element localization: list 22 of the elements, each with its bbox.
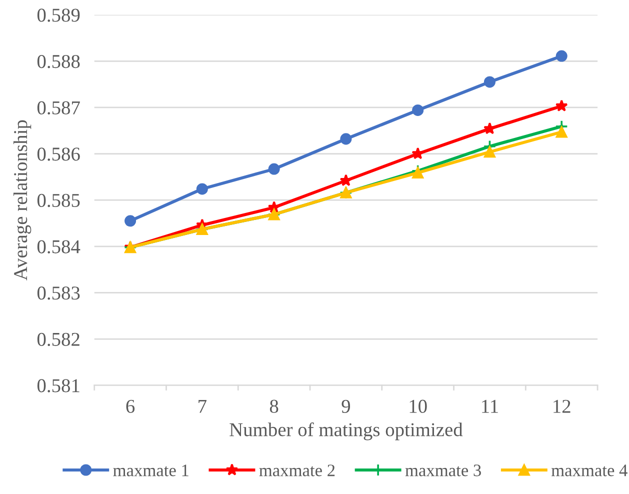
x-tick-label: 9 xyxy=(342,400,350,413)
legend-label: maxmate 4 xyxy=(551,464,628,476)
y-tick-label: 0.583 xyxy=(37,286,80,300)
y-tick-label: 0.586 xyxy=(37,148,80,161)
x-tick-label: 7 xyxy=(198,400,206,413)
x-tick-label: 11 xyxy=(482,400,498,413)
legend-label: maxmate 2 xyxy=(259,464,335,476)
y-tick-label: 0.589 xyxy=(37,8,80,22)
y-tick-label: 0.584 xyxy=(37,240,80,254)
y-tick-label: 0.585 xyxy=(37,194,80,208)
y-tick-label: 0.581 xyxy=(37,379,80,392)
y-tick-label: 0.588 xyxy=(37,54,80,68)
legend-label: maxmate 1 xyxy=(113,464,188,476)
x-tick-label: 6 xyxy=(126,400,135,413)
x-axis-title: Number of matings optimized xyxy=(230,422,463,440)
y-tick-label: 0.587 xyxy=(37,101,80,114)
y-tick-label: 0.582 xyxy=(37,332,80,346)
x-tick-label: 12 xyxy=(554,400,570,413)
x-tick-label: 8 xyxy=(270,400,278,413)
legend-label: maxmate 3 xyxy=(405,464,481,476)
x-tick-label: 10 xyxy=(410,400,427,413)
y-axis-title: Average relationship xyxy=(13,120,32,280)
